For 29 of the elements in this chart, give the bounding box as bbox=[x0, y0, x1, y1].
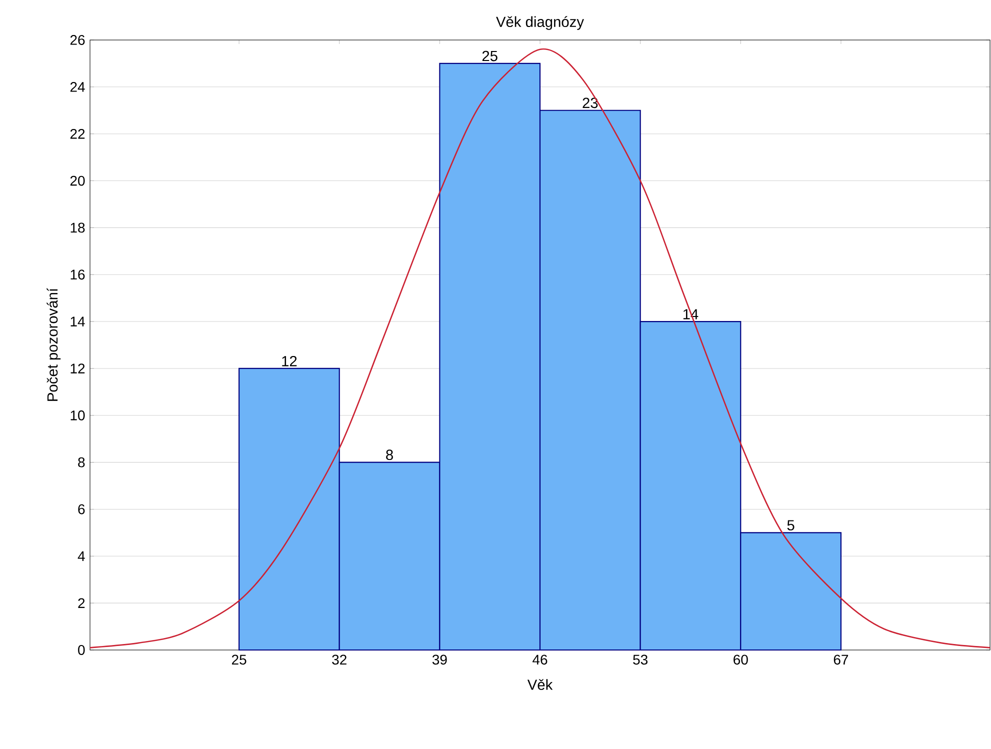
y-tick-label: 12 bbox=[70, 364, 85, 374]
y-tick-label: 0 bbox=[78, 645, 85, 655]
chart-title: Věk diagnózy bbox=[496, 16, 584, 30]
data-label: 25 bbox=[482, 50, 498, 62]
x-tick-label: 60 bbox=[734, 654, 748, 665]
x-tick-label: 32 bbox=[332, 654, 346, 665]
data-label: 5 bbox=[787, 520, 794, 530]
y-axis-title: Počet pozorování bbox=[46, 288, 61, 401]
y-tick-label: 24 bbox=[70, 82, 85, 92]
x-tick-label: 25 bbox=[232, 654, 246, 665]
y-tick-label: 18 bbox=[70, 222, 85, 233]
y-tick-label: 8 bbox=[78, 457, 85, 468]
y-tick-label: 20 bbox=[70, 176, 85, 186]
y-tick-label: 10 bbox=[70, 410, 85, 420]
x-tick-label: 46 bbox=[532, 654, 548, 665]
y-tick-label: 26 bbox=[70, 35, 85, 45]
data-label: 12 bbox=[282, 356, 297, 366]
y-tick-label: 2 bbox=[78, 598, 85, 608]
y-tick-label: 14 bbox=[70, 316, 85, 326]
x-axis-title: Věk bbox=[527, 679, 553, 690]
y-tick-label: 16 bbox=[70, 270, 85, 280]
line-series bbox=[89, 48, 991, 648]
y-tick-label: 6 bbox=[78, 504, 85, 514]
y-tick-label: 4 bbox=[78, 551, 85, 561]
x-tick-label: 67 bbox=[834, 654, 848, 665]
x-tick-label: 53 bbox=[633, 654, 648, 665]
x-tick-label: 39 bbox=[432, 654, 447, 665]
data-label: 8 bbox=[386, 450, 393, 460]
y-tick-label: 22 bbox=[70, 128, 85, 139]
